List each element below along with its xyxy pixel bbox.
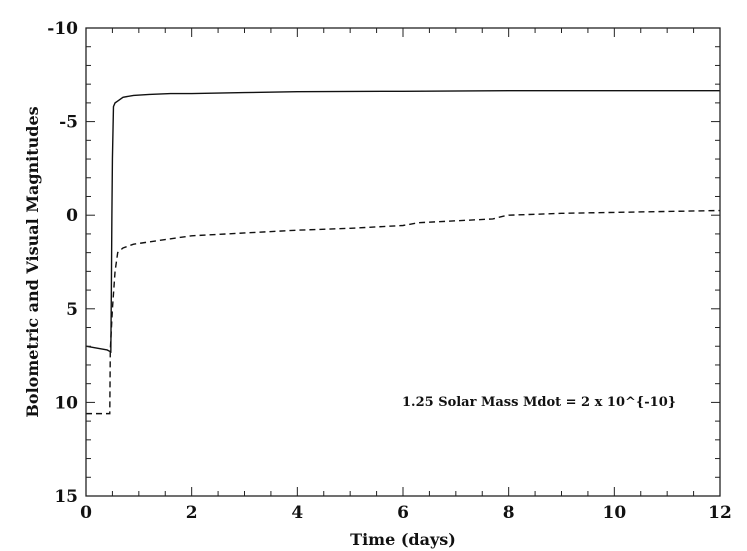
x-tick-label: 4 xyxy=(291,503,303,523)
series-layer xyxy=(85,90,721,415)
y-axis-title: Bolometric and Visual Magnitudes xyxy=(23,106,42,417)
y-tick-label: 10 xyxy=(54,393,78,413)
y-tick-label: 15 xyxy=(54,487,78,507)
series-line-solid xyxy=(85,90,720,353)
labels-layer: 0 2 4 6 8 10 12 -10 -5 0 5 10 15 xyxy=(47,19,732,523)
plot-frame xyxy=(85,27,721,497)
series-line-dashed xyxy=(86,209,721,415)
y-tick-label: -5 xyxy=(59,113,78,133)
x-tick-label: 12 xyxy=(708,503,732,523)
x-tick-label: 2 xyxy=(186,503,198,523)
x-tick-label: 8 xyxy=(503,503,515,523)
y-tick-label: -10 xyxy=(47,19,78,39)
annotation: 1.25 Solar Mass Mdot = 2 x 10^{-10} xyxy=(402,395,676,410)
y-tick-label: 5 xyxy=(66,300,78,320)
x-tick-label: 0 xyxy=(80,503,92,523)
x-tick-label: 6 xyxy=(397,503,409,523)
ticks-layer xyxy=(85,27,721,497)
x-tick-label: 10 xyxy=(602,503,626,523)
x-axis-title: Time (days) xyxy=(350,530,456,549)
y-tick-label: 0 xyxy=(66,206,78,226)
